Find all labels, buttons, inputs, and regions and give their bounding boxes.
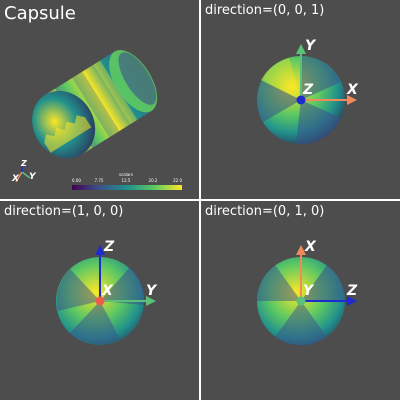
viewport-direction-z[interactable]: X Y Z direction=(0, 0, 1) [201,0,400,199]
axis-label-y: Y [146,283,158,299]
scalar-bar-title: scalars [119,172,133,177]
sphere-render: X Y Z [201,0,400,199]
scalar-bar-tick: 22.0 [173,178,182,183]
scalar-bar-tick: 20.2 [149,178,158,183]
scalar-bar-gradient [72,185,182,190]
triad-y-label: Y [29,172,37,182]
sphere-render: Z Y X [0,201,199,400]
horizontal-divider [0,199,400,201]
axis-label-x: X [101,283,114,299]
orientation-triad: X Y Z [11,159,37,184]
axis-label-x: X [346,82,359,98]
sphere-render: X Z Y [201,201,400,400]
viewport-direction-x[interactable]: Z Y X direction=(1, 0, 0) [0,201,199,400]
capsule-render: X Y Z scalars 0.00 7.75 12.5 20.2 22.0 [0,0,199,199]
axis-label-y: Y [305,38,317,54]
triad-z-label: Z [20,159,27,168]
viewport-title: Capsule [4,3,76,24]
axis-label-x: X [304,239,317,255]
scalar-bar-tick: 7.75 [95,178,104,183]
scalar-bar: scalars 0.00 7.75 12.5 20.2 22.0 [72,172,182,190]
viewport-direction-y[interactable]: X Z Y direction=(0, 1, 0) [201,201,400,400]
axis-label-z: Z [302,82,314,98]
viewport-title: direction=(0, 0, 1) [205,3,324,18]
scalar-bar-tick: 12.5 [122,178,131,183]
triad-x-label: X [11,174,20,184]
axis-label-z: Z [346,283,358,299]
viewport-capsule[interactable]: X Y Z scalars 0.00 7.75 12.5 20.2 22.0 C… [0,0,199,199]
scalar-bar-tick: 0.00 [72,178,81,183]
viewport-title: direction=(1, 0, 0) [4,204,123,219]
axis-label-z: Z [103,239,115,255]
viewport-title: direction=(0, 1, 0) [205,204,324,219]
